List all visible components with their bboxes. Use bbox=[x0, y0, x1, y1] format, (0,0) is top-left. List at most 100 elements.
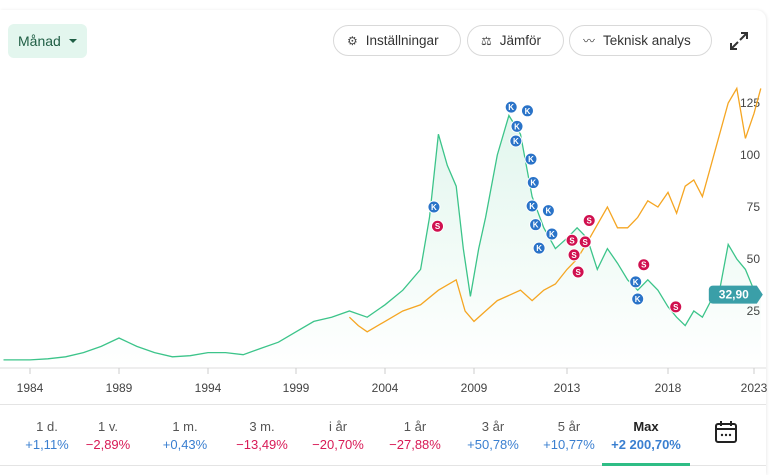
marker-letter: K bbox=[536, 244, 542, 253]
marker-letter: K bbox=[546, 207, 552, 216]
buy-marker[interactable]: K bbox=[545, 227, 559, 241]
x-tick-label: 1999 bbox=[283, 381, 310, 395]
x-tick-label: 2023 bbox=[741, 381, 768, 395]
sell-marker[interactable]: S bbox=[578, 235, 592, 249]
technical-analysis-button[interactable]: 〰 Teknisk analys bbox=[569, 25, 712, 56]
period-tab-5[interactable]: 1 år −27,88% bbox=[377, 419, 453, 452]
marker-dot bbox=[529, 218, 543, 232]
buy-marker[interactable]: K bbox=[427, 200, 441, 214]
buy-marker[interactable]: K bbox=[509, 134, 523, 148]
buy-marker[interactable]: K bbox=[526, 176, 540, 190]
period-select[interactable]: Månad bbox=[8, 24, 87, 58]
period-tab-change: −13,49% bbox=[236, 437, 288, 452]
marker-dot bbox=[427, 200, 441, 214]
period-tab-label: Max bbox=[633, 419, 659, 434]
period-tab-change: −27,88% bbox=[389, 437, 441, 452]
sell-marker[interactable]: S bbox=[582, 214, 596, 228]
sell-marker[interactable]: S bbox=[571, 265, 585, 279]
marker-letter: S bbox=[575, 268, 581, 277]
chart-card bbox=[0, 10, 766, 475]
buy-marker[interactable]: K bbox=[631, 292, 645, 306]
trend-line-icon: 〰 bbox=[583, 34, 596, 48]
period-tab-change: +0,43% bbox=[162, 437, 208, 452]
technical-label: Teknisk analys bbox=[603, 33, 691, 48]
active-tab-indicator bbox=[602, 463, 690, 466]
buy-marker[interactable]: K bbox=[629, 275, 643, 289]
period-tab-8[interactable]: Max +2 200,70% bbox=[608, 419, 684, 452]
sell-marker[interactable]: S bbox=[565, 233, 579, 247]
sell-marker[interactable]: S bbox=[431, 219, 445, 233]
marker-letter: K bbox=[513, 137, 519, 146]
scale-icon: ⚖ bbox=[481, 33, 492, 48]
marker-dot bbox=[504, 100, 518, 114]
y-tick-label: 50 bbox=[747, 252, 761, 266]
marker-dot bbox=[509, 134, 523, 148]
marker-dot bbox=[669, 300, 683, 314]
period-tab-7[interactable]: 5 år +10,77% bbox=[531, 419, 607, 452]
period-tab-label: 1 år bbox=[403, 419, 427, 434]
period-tab-label: i år bbox=[328, 419, 348, 434]
period-tab-6[interactable]: 3 år +50,78% bbox=[455, 419, 531, 452]
marker-letter: S bbox=[641, 261, 647, 270]
stock-line bbox=[3, 113, 762, 361]
marker-dot bbox=[524, 152, 538, 166]
period-tab-change: +10,77% bbox=[543, 437, 595, 452]
buy-marker[interactable]: K bbox=[525, 199, 539, 213]
sell-marker[interactable]: S bbox=[567, 248, 581, 262]
period-tab-label: 3 m. bbox=[249, 419, 275, 434]
calendar-icon[interactable] bbox=[714, 420, 738, 444]
period-tab-label: 1 v. bbox=[98, 419, 118, 434]
expand-icon[interactable] bbox=[728, 30, 750, 52]
y-tick-label: 100 bbox=[740, 148, 760, 162]
marker-letter: S bbox=[569, 236, 575, 245]
period-tab-3[interactable]: 3 m. −13,49% bbox=[224, 419, 300, 452]
marker-dot bbox=[541, 204, 555, 218]
sell-marker[interactable]: S bbox=[669, 300, 683, 314]
x-tick-label: 2018 bbox=[655, 381, 682, 395]
x-tick-label: 2013 bbox=[554, 381, 581, 395]
period-tab-4[interactable]: i år −20,70% bbox=[300, 419, 376, 452]
period-tab-change: −2,89% bbox=[85, 437, 131, 452]
marker-letter: S bbox=[583, 238, 589, 247]
chevron-down-icon bbox=[68, 39, 77, 43]
marker-letter: S bbox=[571, 251, 577, 260]
marker-letter: K bbox=[525, 107, 531, 116]
marker-letter: S bbox=[673, 303, 679, 312]
period-tab-0[interactable]: 1 d. +1,11% bbox=[9, 419, 85, 452]
compare-button[interactable]: ⚖ Jämför bbox=[467, 25, 564, 56]
period-tab-1[interactable]: 1 v. −2,89% bbox=[70, 419, 146, 452]
marker-letter: K bbox=[431, 203, 437, 212]
marker-dot bbox=[532, 241, 546, 255]
marker-letter: K bbox=[529, 202, 535, 211]
marker-dot bbox=[520, 104, 534, 118]
period-tab-change: −20,70% bbox=[312, 437, 364, 452]
marker-letter: K bbox=[633, 278, 639, 287]
marker-letter: K bbox=[530, 179, 536, 188]
current-price-tag bbox=[708, 285, 763, 304]
period-tab-change: +2 200,70% bbox=[611, 437, 681, 452]
price-chart[interactable]: 1984198919941999200420092013201820232550… bbox=[0, 70, 774, 400]
settings-label: Inställningar bbox=[365, 33, 439, 48]
buy-marker[interactable]: K bbox=[520, 104, 534, 118]
buy-marker[interactable]: K bbox=[510, 119, 524, 133]
y-tick-label: 75 bbox=[747, 200, 761, 214]
buy-marker[interactable]: K bbox=[529, 218, 543, 232]
marker-dot bbox=[637, 258, 651, 272]
marker-letter: K bbox=[528, 155, 534, 164]
buy-marker[interactable]: K bbox=[541, 204, 555, 218]
gear-icon: ⚙ bbox=[347, 33, 358, 48]
sell-marker[interactable]: S bbox=[637, 258, 651, 272]
buy-marker[interactable]: K bbox=[504, 100, 518, 114]
x-tick-label: 1994 bbox=[195, 381, 222, 395]
buy-marker[interactable]: K bbox=[524, 152, 538, 166]
period-tab-change: +1,11% bbox=[25, 437, 69, 452]
settings-button[interactable]: ⚙ Inställningar bbox=[333, 25, 461, 56]
marker-dot bbox=[629, 275, 643, 289]
marker-dot bbox=[582, 214, 596, 228]
marker-letter: K bbox=[533, 221, 539, 230]
buy-marker[interactable]: K bbox=[532, 241, 546, 255]
period-tabs: 1 d. +1,11% 1 v. −2,89% 1 m. +0,43% 3 m. −13,49… bbox=[0, 404, 766, 466]
period-tab-2[interactable]: 1 m. +0,43% bbox=[147, 419, 223, 452]
period-tab-label: 3 år bbox=[481, 419, 505, 434]
